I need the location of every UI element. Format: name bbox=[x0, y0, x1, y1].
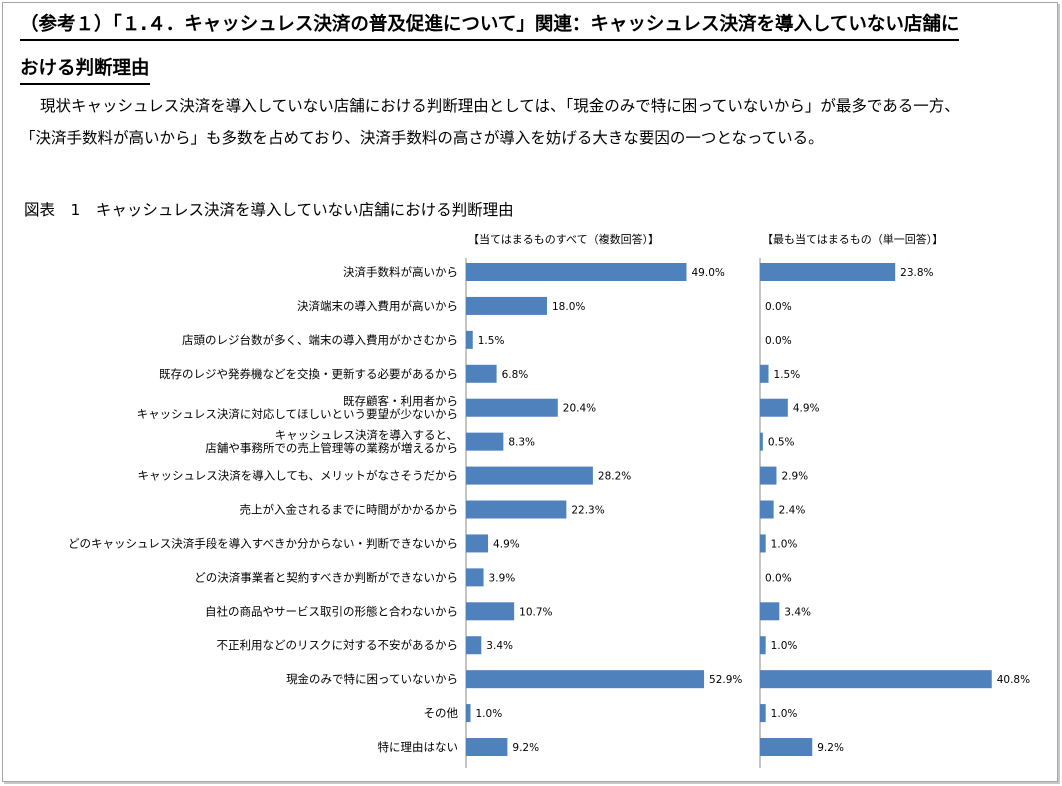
summary-paragraph-line2: 「決済手数料が高いから」も多数を占めており、決済手数料の高さが導入を妨げる大きな… bbox=[20, 129, 824, 147]
data-label: 4.9% bbox=[493, 538, 520, 550]
category-label: キャッシュレス決済を導入すると、店舗や事務所での売上管理等の業務が増えるから bbox=[205, 428, 458, 455]
data-label: 1.0% bbox=[771, 538, 798, 550]
data-label: 3.9% bbox=[489, 572, 516, 584]
data-label: 18.0% bbox=[552, 301, 585, 313]
bar bbox=[466, 500, 567, 519]
category-label: 既存顧客・利用者からキャッシュレス決済に対応してほしいという要望が少ないから bbox=[137, 394, 458, 421]
category-label: 現金のみで特に困っていないから bbox=[286, 672, 458, 686]
data-label: 23.8% bbox=[900, 267, 933, 279]
section-heading-line1: （参考１）「１.４．キャッシュレス決済の普及促進について」関連：キャッシュレス決… bbox=[20, 12, 960, 41]
data-label: 8.3% bbox=[508, 437, 535, 449]
data-label: 1.0% bbox=[771, 640, 798, 652]
data-label: 1.5% bbox=[774, 369, 801, 381]
category-label: 決済端末の導入費用が高いから bbox=[297, 299, 458, 313]
data-label: 6.8% bbox=[502, 369, 529, 381]
data-label: 49.0% bbox=[692, 267, 725, 279]
bar bbox=[760, 466, 777, 485]
data-label: 10.7% bbox=[519, 606, 552, 618]
bar bbox=[466, 636, 482, 655]
bar bbox=[760, 738, 813, 757]
category-label: 売上が入金されるまでに時間がかかるから bbox=[240, 503, 459, 517]
bar bbox=[760, 364, 769, 383]
data-label: 0.5% bbox=[768, 437, 795, 449]
data-label: 9.2% bbox=[512, 742, 539, 754]
data-label: 1.0% bbox=[476, 708, 503, 720]
bar bbox=[760, 636, 766, 655]
category-label: 店頭のレジ台数が多く、端末の導入費用がかさむから bbox=[182, 333, 458, 347]
data-label: 28.2% bbox=[598, 471, 631, 483]
bar bbox=[466, 296, 547, 315]
data-label: 2.9% bbox=[781, 471, 808, 483]
bar bbox=[466, 432, 504, 451]
bar bbox=[466, 330, 473, 349]
data-label: 22.3% bbox=[571, 505, 604, 517]
category-label: 自社の商品やサービス取引の形態と合わないから bbox=[205, 604, 458, 618]
bar bbox=[760, 670, 992, 689]
category-label: キャッシュレス決済を導入しても、メリットがなさそうだから bbox=[137, 469, 458, 483]
category-label: その他 bbox=[424, 706, 459, 720]
bar bbox=[760, 704, 766, 723]
bar bbox=[466, 398, 558, 417]
bar bbox=[466, 670, 705, 689]
data-label: 0.0% bbox=[765, 572, 792, 584]
data-label: 2.4% bbox=[779, 505, 806, 517]
data-label: 1.0% bbox=[771, 708, 798, 720]
data-label: 20.4% bbox=[563, 403, 596, 415]
data-label: 3.4% bbox=[784, 606, 811, 618]
category-label: 不正利用などのリスクに対する不安があるから bbox=[217, 638, 459, 652]
bar bbox=[466, 263, 687, 281]
bar bbox=[760, 602, 780, 621]
data-label: 1.5% bbox=[478, 335, 505, 347]
category-label: どのキャッシュレス決済手段を導入すべきか分からない・判断できないから bbox=[68, 536, 458, 550]
data-label: 9.2% bbox=[817, 742, 844, 754]
bar bbox=[466, 466, 593, 485]
bar bbox=[760, 534, 766, 553]
bar bbox=[466, 534, 489, 553]
bar bbox=[466, 568, 484, 587]
section-heading-line2: おける判断理由 bbox=[20, 56, 150, 85]
figure-title: 図表 1 キャッシュレス決済を導入していない店舗における判断理由 bbox=[24, 201, 514, 219]
bar bbox=[760, 500, 774, 519]
bar bbox=[760, 398, 788, 417]
category-label: 既存のレジや発券機などを交換・更新する必要があるから bbox=[159, 367, 458, 381]
data-label: 0.0% bbox=[765, 335, 792, 347]
bar bbox=[466, 602, 515, 621]
category-label: どの決済事業者と契約すべきか判断ができないから bbox=[194, 570, 458, 584]
bar bbox=[760, 263, 896, 281]
bar bbox=[466, 364, 497, 383]
data-label: 4.9% bbox=[793, 403, 820, 415]
bar bbox=[466, 738, 508, 757]
data-label: 52.9% bbox=[709, 674, 742, 686]
category-label: 特に理由はない bbox=[378, 740, 459, 754]
category-label: 決済手数料が高いから bbox=[343, 265, 458, 279]
summary-paragraph-line1: 現状キャッシュレス決済を導入していない店舗における判断理由としては、「現金のみで… bbox=[40, 97, 960, 115]
data-label: 3.4% bbox=[486, 640, 513, 652]
bar bbox=[760, 432, 763, 451]
data-label: 40.8% bbox=[997, 674, 1030, 686]
panel-title: 【当てはまるものすべて（複数回答）】 bbox=[468, 232, 659, 246]
data-label: 0.0% bbox=[765, 301, 792, 313]
panel-title: 【最も当てはまるもの（単一回答）】 bbox=[762, 232, 943, 246]
bar bbox=[466, 704, 471, 723]
